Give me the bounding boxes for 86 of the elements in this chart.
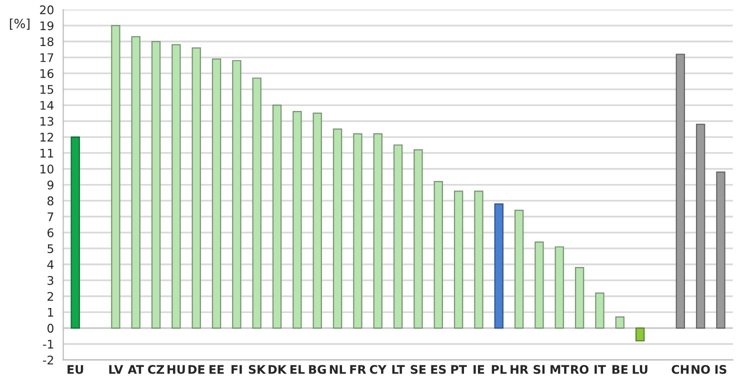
bar: [494, 203, 504, 329]
bar: [514, 210, 524, 329]
y-tick-label: 4: [47, 260, 54, 269]
bar: [111, 25, 120, 329]
bar: [131, 36, 140, 329]
y-tick-label: 10: [40, 164, 54, 174]
y-tick-label: 9: [47, 180, 54, 190]
x-tick-label: IE: [474, 365, 484, 374]
x-tick-label: EL: [290, 365, 305, 374]
bar: [393, 144, 403, 329]
x-tick-label: IS: [715, 364, 726, 374]
bar: [312, 112, 322, 329]
x-tick-label: FI: [232, 365, 242, 374]
bar: [615, 316, 624, 329]
bar: [676, 54, 685, 329]
x-tick-label: SE: [410, 364, 426, 374]
bar: [232, 60, 242, 329]
bar: [332, 128, 342, 329]
y-tick-label: 15: [40, 85, 54, 94]
y-tick-label: 2: [48, 292, 54, 301]
x-tick-label: RO: [571, 364, 589, 374]
bar: [716, 172, 726, 329]
bar: [574, 267, 584, 329]
bar: [212, 58, 222, 329]
bar: [635, 328, 645, 342]
x-tick-label: FR: [350, 365, 366, 374]
x-tick-label: PL: [492, 365, 507, 374]
y-tick-label: 19: [40, 21, 54, 30]
bar: [554, 246, 564, 329]
bar: [534, 242, 544, 329]
x-tick-label: DK: [268, 365, 287, 374]
y-tick-label: 0: [47, 324, 54, 333]
bar: [353, 133, 362, 329]
x-tick-label: AT: [128, 365, 144, 374]
x-tick-label: HR: [510, 365, 528, 374]
x-tick-label: HU: [168, 365, 185, 374]
bar: [192, 47, 201, 329]
bar: [151, 40, 161, 329]
y-tick-label: 16: [40, 69, 54, 78]
y-tick-label: -2: [43, 356, 54, 364]
y-tick-label: 17: [40, 53, 54, 62]
y-tick-label: 1: [48, 308, 54, 317]
bar: [373, 133, 382, 329]
x-tick-label: MT: [550, 365, 570, 374]
y-tick-label: 18: [40, 37, 54, 46]
x-tick-label: PT: [451, 365, 467, 374]
y-tick-label: 14: [40, 101, 54, 110]
y-tick-label: 12: [40, 132, 54, 142]
x-tick-label: NL: [330, 365, 346, 374]
y-tick-label: 6: [48, 228, 54, 238]
x-tick-label: CZ: [148, 364, 164, 374]
x-tick-label: DE: [188, 365, 204, 374]
y-tick-label: 20: [40, 5, 54, 14]
bar: [70, 136, 80, 329]
y-tick-label: -1: [43, 340, 54, 348]
x-tick-label: LU: [632, 365, 648, 374]
bar: [272, 104, 282, 329]
bar: [454, 190, 464, 329]
x-tick-label: CH: [672, 364, 689, 374]
x-tick-label: ES: [431, 364, 446, 374]
x-tick-label: IT: [594, 365, 606, 374]
x-tick-label: LV: [109, 365, 124, 374]
x-tick-label: NO: [692, 364, 710, 374]
y-tick-label: 11: [40, 148, 54, 158]
x-tick-label: BE: [612, 365, 628, 374]
y-tick-label: 8: [48, 196, 54, 206]
x-tick-label: EE: [210, 365, 224, 374]
x-tick-label: SK: [248, 364, 266, 374]
y-tick-label: 3: [48, 276, 54, 285]
x-tick-label: EU: [68, 365, 84, 374]
bar: [252, 78, 262, 329]
x-tick-label: SI: [534, 364, 545, 374]
y-tick-label: 7: [48, 212, 54, 222]
x-tick-label: CY: [370, 364, 387, 374]
bar: [172, 44, 181, 329]
bar: [414, 149, 423, 329]
y-tick-label: 13: [40, 116, 54, 126]
bar: [595, 292, 604, 329]
bar: [434, 181, 443, 329]
bar: [292, 111, 302, 329]
bar: [696, 124, 706, 329]
y-axis-title: [%]: [10, 18, 30, 30]
bar: [474, 190, 484, 329]
y-tick-label: 5: [48, 244, 54, 254]
x-tick-label: BG: [309, 364, 326, 374]
x-tick-label: LT: [392, 365, 405, 374]
